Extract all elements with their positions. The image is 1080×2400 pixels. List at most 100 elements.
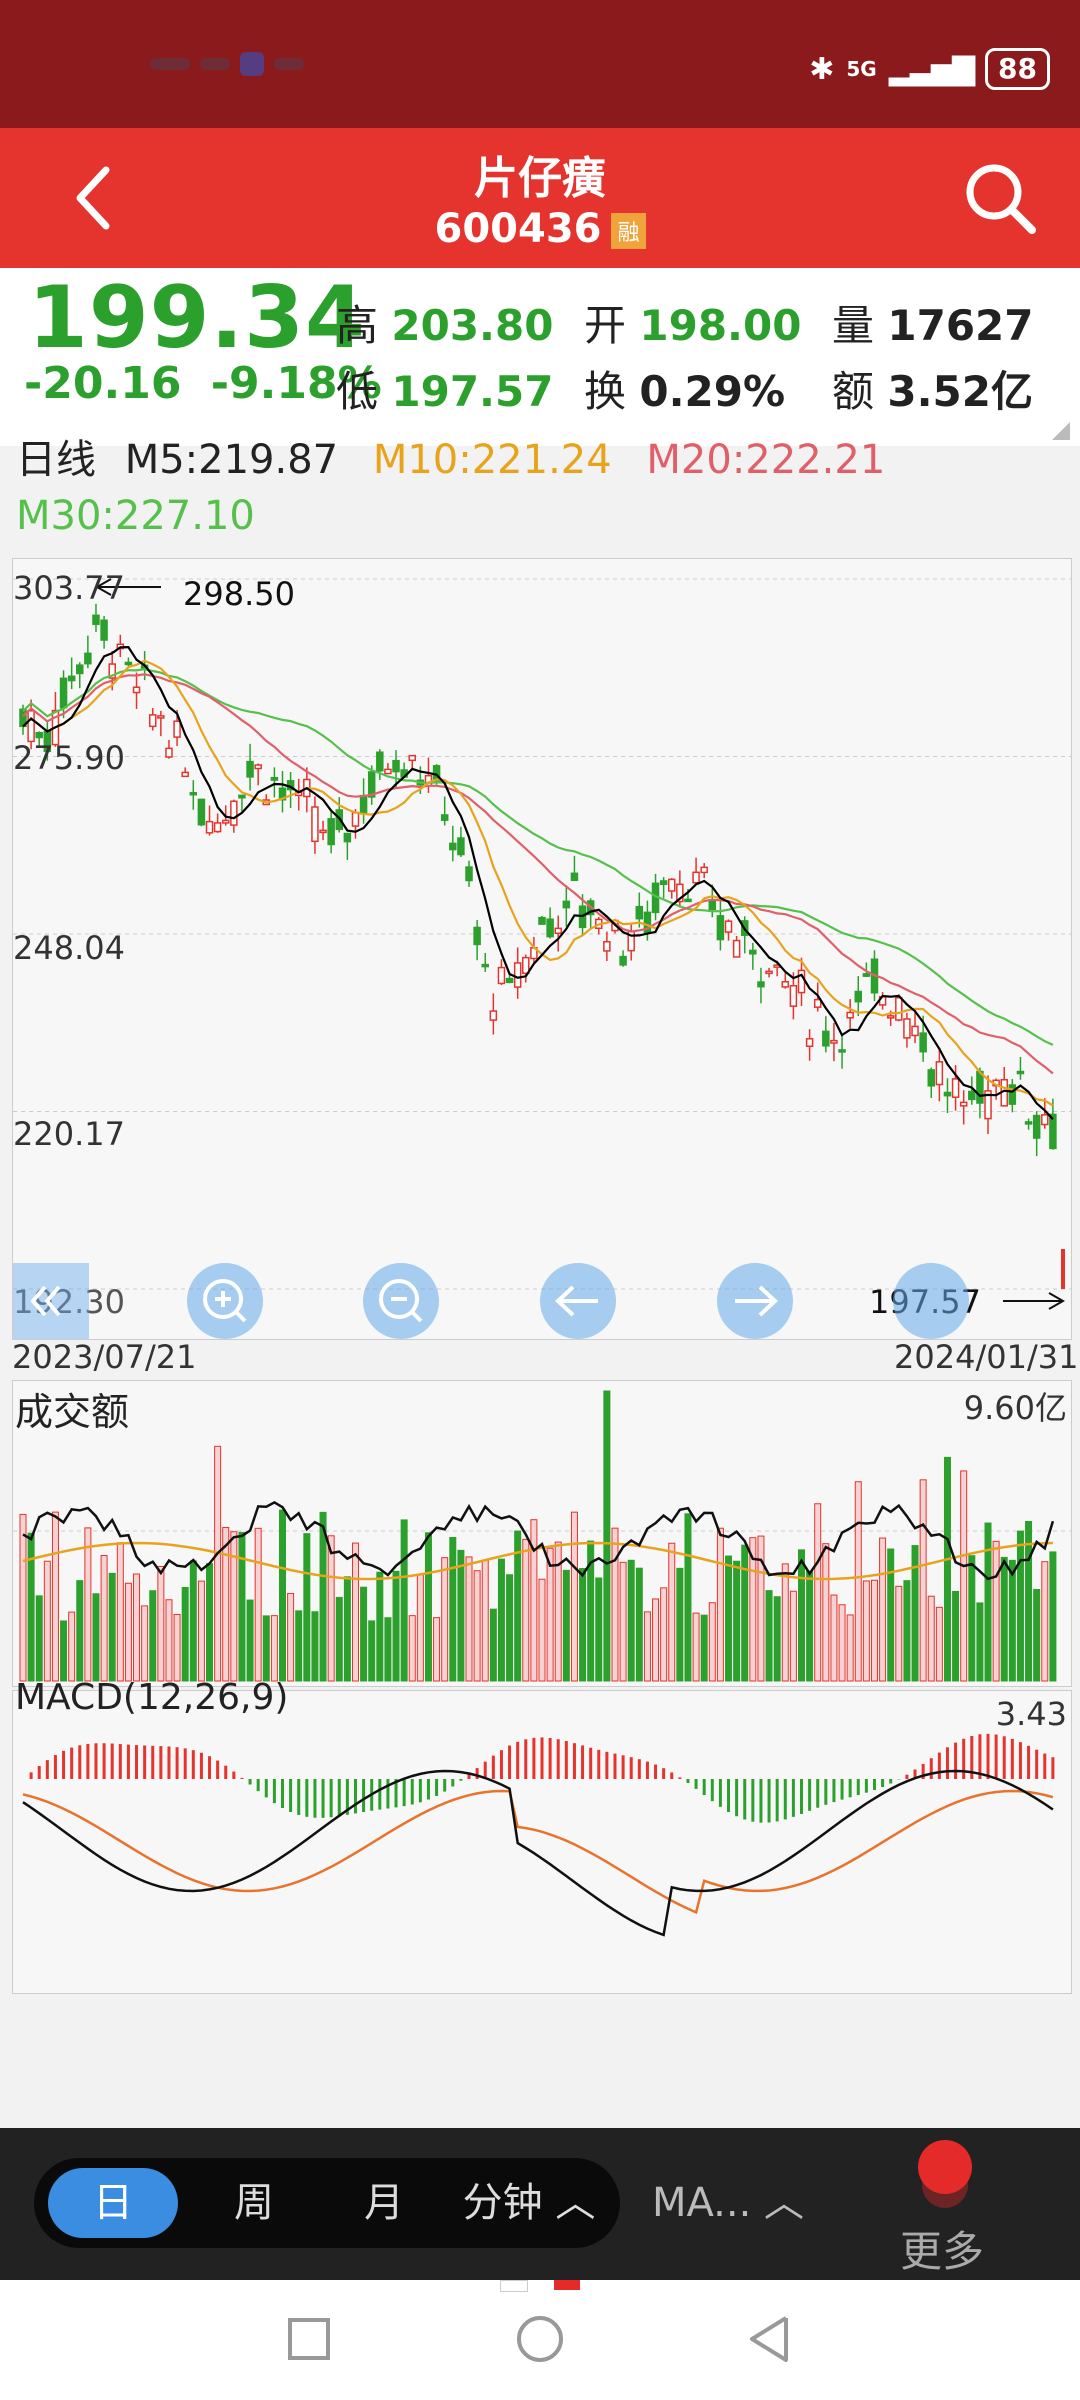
candle-body <box>1008 1084 1017 1105</box>
macd-bar <box>402 1779 406 1807</box>
volume-bar <box>262 1615 270 1682</box>
amount-label: 额 <box>832 367 875 416</box>
candle-body <box>643 911 652 934</box>
indicator-red <box>554 2280 580 2290</box>
volume-bar <box>19 1513 27 1682</box>
candle-body <box>327 818 335 846</box>
ma20-value: M20:222.21 <box>646 437 886 483</box>
candle-body <box>708 900 717 911</box>
candle-body <box>67 675 76 682</box>
volume-bar <box>351 1542 359 1682</box>
rewind-icon[interactable] <box>13 1263 89 1339</box>
macd-bar <box>921 1763 925 1779</box>
more-button[interactable]: 更多 <box>900 2227 985 2276</box>
macd-bar <box>524 1739 528 1779</box>
candle-body <box>270 776 279 781</box>
y-tick-275: 275.90 <box>13 739 125 777</box>
volume-bar <box>230 1531 238 1682</box>
turnover-svg <box>13 1390 1071 1682</box>
volume-bar <box>441 1557 449 1682</box>
candle-body <box>173 720 181 738</box>
volume-bar <box>692 1612 700 1682</box>
macd-bar <box>297 1779 301 1815</box>
macd-bar <box>94 1743 98 1779</box>
macd-bar <box>581 1745 585 1779</box>
y-tick-220: 220.17 <box>13 1115 125 1153</box>
volume-bar <box>708 1602 716 1682</box>
volume-bar <box>579 1568 587 1682</box>
macd-bar <box>970 1735 974 1779</box>
macd-bar <box>443 1779 447 1792</box>
volume-bar <box>424 1532 432 1682</box>
volume-bar <box>303 1533 311 1682</box>
macd-bar <box>662 1768 666 1779</box>
macd-bar <box>281 1779 284 1809</box>
macd-title: MACD(12,26,9) <box>15 1677 289 1718</box>
tab-day[interactable]: 日 <box>48 2168 178 2238</box>
macd-bar <box>483 1761 487 1779</box>
candle-body <box>546 918 554 938</box>
low-label: 低 <box>336 367 379 416</box>
macd-bar <box>905 1774 909 1779</box>
macd-bar <box>613 1753 617 1779</box>
macd-chart[interactable]: MACD(12,26,9) 3.43 <box>12 1677 1072 1994</box>
volume-bar <box>562 1569 570 1682</box>
search-icon[interactable] <box>960 158 1040 238</box>
macd-bar <box>289 1779 293 1812</box>
macd-bar <box>313 1779 317 1818</box>
volume-bar <box>919 1479 927 1682</box>
recents-icon <box>288 2318 330 2360</box>
candle-body <box>522 956 530 975</box>
more-icon[interactable] <box>918 2140 972 2194</box>
tab-minute[interactable]: 分钟 ︿ <box>462 2180 596 2226</box>
volume-bar <box>652 1598 660 1682</box>
high-stat: 高 203.80 <box>336 292 553 353</box>
macd-bar <box>110 1743 114 1779</box>
volume-bar <box>887 1548 895 1682</box>
back-arrow-icon[interactable] <box>60 158 130 238</box>
candle-body <box>862 973 871 977</box>
margin-badge: 融 <box>611 213 646 249</box>
candle-body <box>765 970 773 975</box>
turnover-chart[interactable]: 成交额 9.60亿 <box>12 1380 1072 1687</box>
candle-body <box>813 998 822 1008</box>
volume-bar <box>165 1599 173 1682</box>
control-glyphs <box>30 1279 778 1323</box>
volume-bar <box>1049 1551 1057 1682</box>
macd-bar <box>256 1779 260 1792</box>
candle-body <box>724 920 733 933</box>
volume-bar <box>879 1537 887 1682</box>
macd-bar <box>783 1779 787 1820</box>
tab-month[interactable]: 月 <box>364 2180 404 2226</box>
notification-icons <box>150 52 350 92</box>
fast-forward-icon[interactable] <box>893 1263 969 1339</box>
candle-body <box>757 981 765 988</box>
x-start-date: 2023/07/21 <box>12 1338 197 1376</box>
macd-bar <box>848 1779 852 1798</box>
ma30-line <box>22 668 1054 1046</box>
macd-bar <box>240 1777 244 1779</box>
macd-bar <box>143 1745 147 1779</box>
macd-bar <box>621 1755 625 1779</box>
volume-bar <box>895 1585 903 1682</box>
macd-bar <box>759 1779 763 1823</box>
macd-bar <box>597 1749 601 1779</box>
volume-bar <box>68 1611 76 1682</box>
macd-bar <box>654 1764 658 1779</box>
expand-corner-icon[interactable] <box>1052 422 1070 440</box>
candle-body <box>465 866 473 882</box>
max-arrow-head <box>94 578 112 596</box>
macd-bar <box>1010 1738 1014 1779</box>
ma-selector[interactable]: MA... ︿ <box>652 2180 805 2226</box>
volume-bar <box>554 1541 562 1682</box>
candlestick-chart[interactable]: 303.77 275.90 248.04 220.17 192.30 298.5… <box>12 558 1072 1340</box>
macd-bar <box>791 1779 795 1817</box>
volume-bar <box>635 1567 643 1682</box>
macd-bar <box>321 1779 325 1818</box>
candle-body <box>668 878 676 892</box>
macd-bar <box>159 1746 163 1779</box>
tab-week[interactable]: 周 <box>234 2180 274 2226</box>
candle-body <box>189 792 198 796</box>
volume-bar <box>108 1572 116 1682</box>
candle-body <box>367 771 376 798</box>
